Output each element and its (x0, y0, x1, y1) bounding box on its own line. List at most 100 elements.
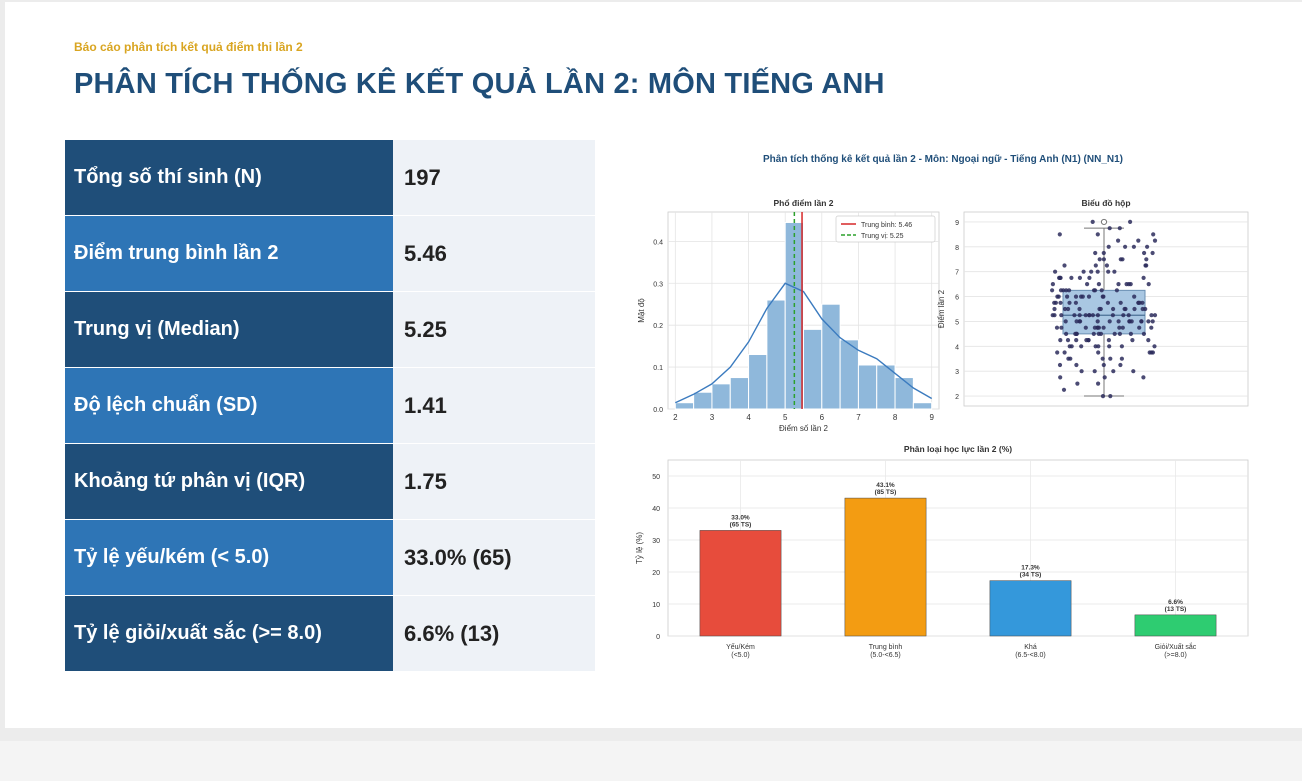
strip-point (1117, 331, 1122, 336)
strip-point (1146, 338, 1151, 343)
strip-point (1100, 294, 1105, 299)
stat-row-n: Tổng số thí sinh (N) 197 (65, 140, 595, 215)
strip-point (1141, 331, 1146, 336)
histogram-y-tick-label: 0.4 (653, 239, 663, 246)
strip-point (1143, 263, 1148, 268)
strip-point (1061, 288, 1066, 293)
histogram-bar (711, 383, 731, 410)
strip-point (1096, 325, 1101, 330)
strip-point (1112, 331, 1117, 336)
boxplot-y-tick-label: 6 (955, 295, 959, 302)
classification-data-label: 33.0% (731, 514, 750, 521)
strip-point (1122, 306, 1127, 312)
strip-point (1150, 319, 1155, 324)
histogram-y-tick-label: 0.2 (653, 323, 663, 330)
strip-point (1057, 275, 1062, 280)
strip-point (1096, 344, 1101, 349)
histogram-legend-box (835, 215, 936, 243)
strip-point (1106, 244, 1111, 249)
strip-point (1120, 325, 1125, 330)
strip-point (1077, 306, 1082, 312)
strip-point (1097, 257, 1102, 262)
strip-point (1116, 319, 1121, 324)
strip-point (1080, 294, 1085, 299)
classification-data-label: (13 TS) (1165, 606, 1187, 613)
strip-point (1065, 338, 1071, 343)
strip-point (1067, 288, 1072, 293)
stat-label: Tỷ lệ yếu/kém (< 5.0) (65, 520, 393, 595)
strip-point (1131, 244, 1136, 249)
strip-point (1087, 275, 1092, 280)
classification-data-label: (34 TS) (1020, 572, 1042, 579)
strip-point (1137, 325, 1142, 330)
strip-point (1077, 275, 1082, 280)
strip-point (1100, 394, 1106, 399)
boxplot-y-tick-label: 9 (955, 220, 959, 227)
figure-suptitle: Phân tích thống kê kết quả lần 2 - Môn: … (763, 153, 1123, 165)
strip-point (1058, 375, 1063, 380)
histogram-x-tick-label: 5 (783, 413, 788, 422)
histogram-x-axis-label: Điểm số lần 2 (779, 424, 828, 433)
strip-point (1057, 232, 1062, 237)
strip-point (1093, 263, 1098, 268)
classification-bar (699, 530, 782, 637)
strip-point (1149, 350, 1154, 355)
strip-point (1130, 338, 1135, 343)
strip-point (1058, 338, 1063, 343)
histogram-bar (748, 354, 768, 410)
strip-point (1117, 325, 1122, 330)
strip-point (1052, 306, 1057, 312)
classification-data-label: (65 TS) (730, 521, 752, 528)
strip-point (1149, 325, 1154, 330)
strip-point (1073, 331, 1078, 336)
strip-point (1059, 325, 1064, 330)
stat-value: 6.6% (13) (393, 596, 595, 671)
bottom-strip (0, 741, 1302, 781)
strip-point (1093, 250, 1098, 256)
classification-x-tick-label: (<5.0) (731, 652, 749, 659)
strip-point (1072, 313, 1077, 318)
strip-point (1096, 350, 1101, 355)
strip-point (1119, 344, 1124, 349)
boxplot-y-tick-label: 5 (955, 319, 959, 326)
strip-point (1075, 381, 1080, 386)
strip-point (1136, 238, 1141, 243)
histogram-title: Phổ điểm lần 2 (774, 198, 834, 208)
strip-point (1106, 338, 1111, 343)
classification-x-tick-label: Yếu/Kém (726, 642, 755, 651)
strip-point (1089, 269, 1094, 274)
strip-point (1067, 344, 1072, 349)
classification-y-tick-label: 10 (652, 602, 660, 609)
strip-point (1058, 300, 1063, 305)
stat-row-weak: Tỷ lệ yếu/kém (< 5.0) 33.0% (65) (65, 520, 595, 595)
chart-svg: Phân tích thống kê kết quả lần 2 - Môn: … (635, 153, 1249, 659)
strip-point (1132, 306, 1137, 312)
strip-point (1062, 263, 1067, 268)
classification-y-axis-label: Tỷ lệ (%) (635, 532, 644, 564)
stat-row-median: Trung vị (Median) 5.25 (65, 292, 595, 367)
histogram-y-axis-label: Mật độ (637, 298, 646, 323)
histogram-x-tick-label: 3 (710, 413, 715, 422)
stat-row-mean: Điểm trung bình lần 2 5.46 (65, 216, 595, 291)
classification-data-label: (85 TS) (875, 489, 897, 496)
histogram-bar (729, 377, 750, 410)
boxplot-y-tick-label: 2 (955, 394, 959, 401)
strip-point (1101, 362, 1106, 368)
strip-point (1052, 300, 1057, 305)
strip-point (1141, 275, 1146, 280)
chart-figure: Phân tích thống kê kết quả lần 2 - Môn: … (617, 142, 1267, 677)
histogram-bar (857, 364, 878, 410)
strip-point (1078, 319, 1083, 324)
strip-point (1062, 350, 1067, 355)
classification-data-label: 43.1% (876, 482, 895, 489)
strip-point (1143, 306, 1148, 312)
strip-point (1132, 294, 1137, 299)
strip-point (1152, 313, 1158, 318)
histogram-kde-line (675, 282, 933, 404)
strip-point (1116, 238, 1121, 243)
strip-point (1108, 356, 1113, 361)
strip-point (1086, 338, 1091, 343)
strip-point (1083, 313, 1088, 318)
strip-point (1107, 226, 1112, 231)
strip-point (1095, 269, 1100, 274)
